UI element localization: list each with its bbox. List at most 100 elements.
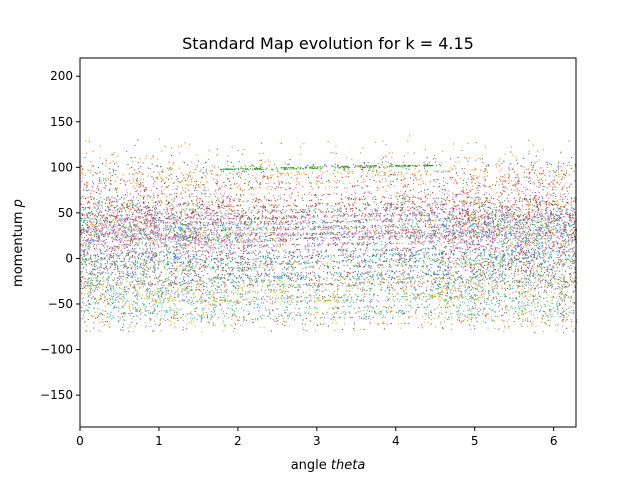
orbit-point (413, 214, 415, 216)
orbit-point (232, 177, 234, 179)
orbit-point (165, 204, 167, 206)
orbit-point (376, 215, 378, 217)
orbit-point (325, 233, 327, 235)
orbit-point (405, 165, 407, 167)
orbit-point (516, 190, 518, 192)
orbit-point (216, 148, 218, 150)
orbit-point (346, 157, 348, 159)
orbit-point (163, 222, 165, 224)
orbit-point (520, 183, 522, 185)
orbit-point (119, 232, 121, 234)
orbit-point (267, 159, 269, 161)
orbit-point (88, 227, 90, 229)
orbit-point (466, 202, 468, 205)
orbit-point (460, 213, 462, 215)
orbit-point (561, 206, 563, 208)
orbit-point (518, 180, 520, 182)
orbit-point (274, 275, 276, 278)
orbit-point (197, 228, 199, 230)
orbit-point (473, 248, 475, 250)
orbit-series (80, 139, 577, 270)
orbit-point (132, 173, 134, 175)
orbit-point (344, 170, 346, 172)
orbit-point (509, 176, 511, 178)
orbit-point (563, 229, 565, 232)
orbit-point (453, 182, 455, 184)
orbit-point (425, 273, 427, 275)
orbit-point (156, 254, 158, 256)
orbit-point (331, 273, 333, 275)
orbit-point (420, 190, 422, 193)
orbit-point (80, 229, 82, 231)
orbit-point (160, 176, 162, 178)
orbit-point (121, 215, 123, 217)
orbit-point (147, 219, 149, 221)
orbit-point (525, 221, 527, 223)
orbit-point (195, 227, 197, 229)
orbit-point (517, 239, 519, 241)
orbit-point (371, 213, 373, 215)
orbit-point (368, 169, 370, 171)
orbit-point (574, 164, 576, 166)
orbit-point (137, 243, 139, 245)
orbit-point (357, 275, 359, 277)
orbit-point (207, 251, 209, 253)
orbit-point (322, 228, 324, 230)
orbit-point (400, 273, 402, 275)
orbit-point (163, 209, 165, 211)
orbit-point (412, 227, 414, 229)
orbit-point (223, 217, 225, 219)
orbit-point (513, 184, 515, 186)
orbit-point (433, 198, 435, 200)
orbit-point (496, 225, 498, 227)
orbit-point (449, 219, 452, 221)
orbit-point (570, 219, 572, 221)
orbit-point (510, 243, 512, 245)
orbit-point (472, 240, 474, 242)
orbit-point (224, 168, 226, 170)
orbit-point (424, 183, 426, 185)
orbit-point (236, 216, 238, 218)
orbit-point (232, 165, 234, 167)
orbit-point (522, 269, 524, 272)
orbit-point (114, 173, 116, 176)
orbit-point (99, 157, 101, 159)
orbit-point (227, 178, 229, 181)
orbit-point (388, 249, 390, 251)
orbit-point (103, 198, 105, 200)
orbit-point (476, 237, 478, 239)
orbit-point (173, 182, 175, 184)
orbit-point (394, 248, 396, 250)
orbit-point (342, 276, 344, 278)
orbit-point (314, 276, 316, 278)
orbit-point (372, 237, 374, 239)
orbit-point (370, 242, 372, 244)
orbit-point (152, 254, 154, 256)
orbit-point (404, 200, 406, 202)
orbit-point (196, 255, 198, 257)
orbit-point (507, 225, 509, 227)
orbit-point (146, 208, 148, 210)
orbit-point (405, 264, 407, 266)
orbit-point (487, 165, 490, 167)
orbit-point (452, 177, 454, 179)
orbit-point (109, 232, 111, 234)
orbit-point (568, 219, 570, 222)
orbit-point (124, 244, 126, 246)
orbit-point (174, 256, 176, 258)
orbit-point (433, 179, 435, 181)
orbit-point (159, 173, 161, 175)
orbit-point (390, 202, 392, 204)
orbit-point (544, 262, 546, 264)
orbit-point (475, 199, 477, 201)
orbit-point (410, 236, 412, 238)
orbit-point (317, 177, 319, 179)
orbit-point (445, 234, 448, 236)
orbit-point (139, 185, 141, 187)
orbit-point (476, 233, 478, 235)
orbit-point (567, 242, 569, 244)
orbit-point (407, 140, 409, 142)
orbit-point (569, 248, 571, 250)
orbit-point (185, 238, 188, 240)
orbit-point (261, 142, 263, 144)
